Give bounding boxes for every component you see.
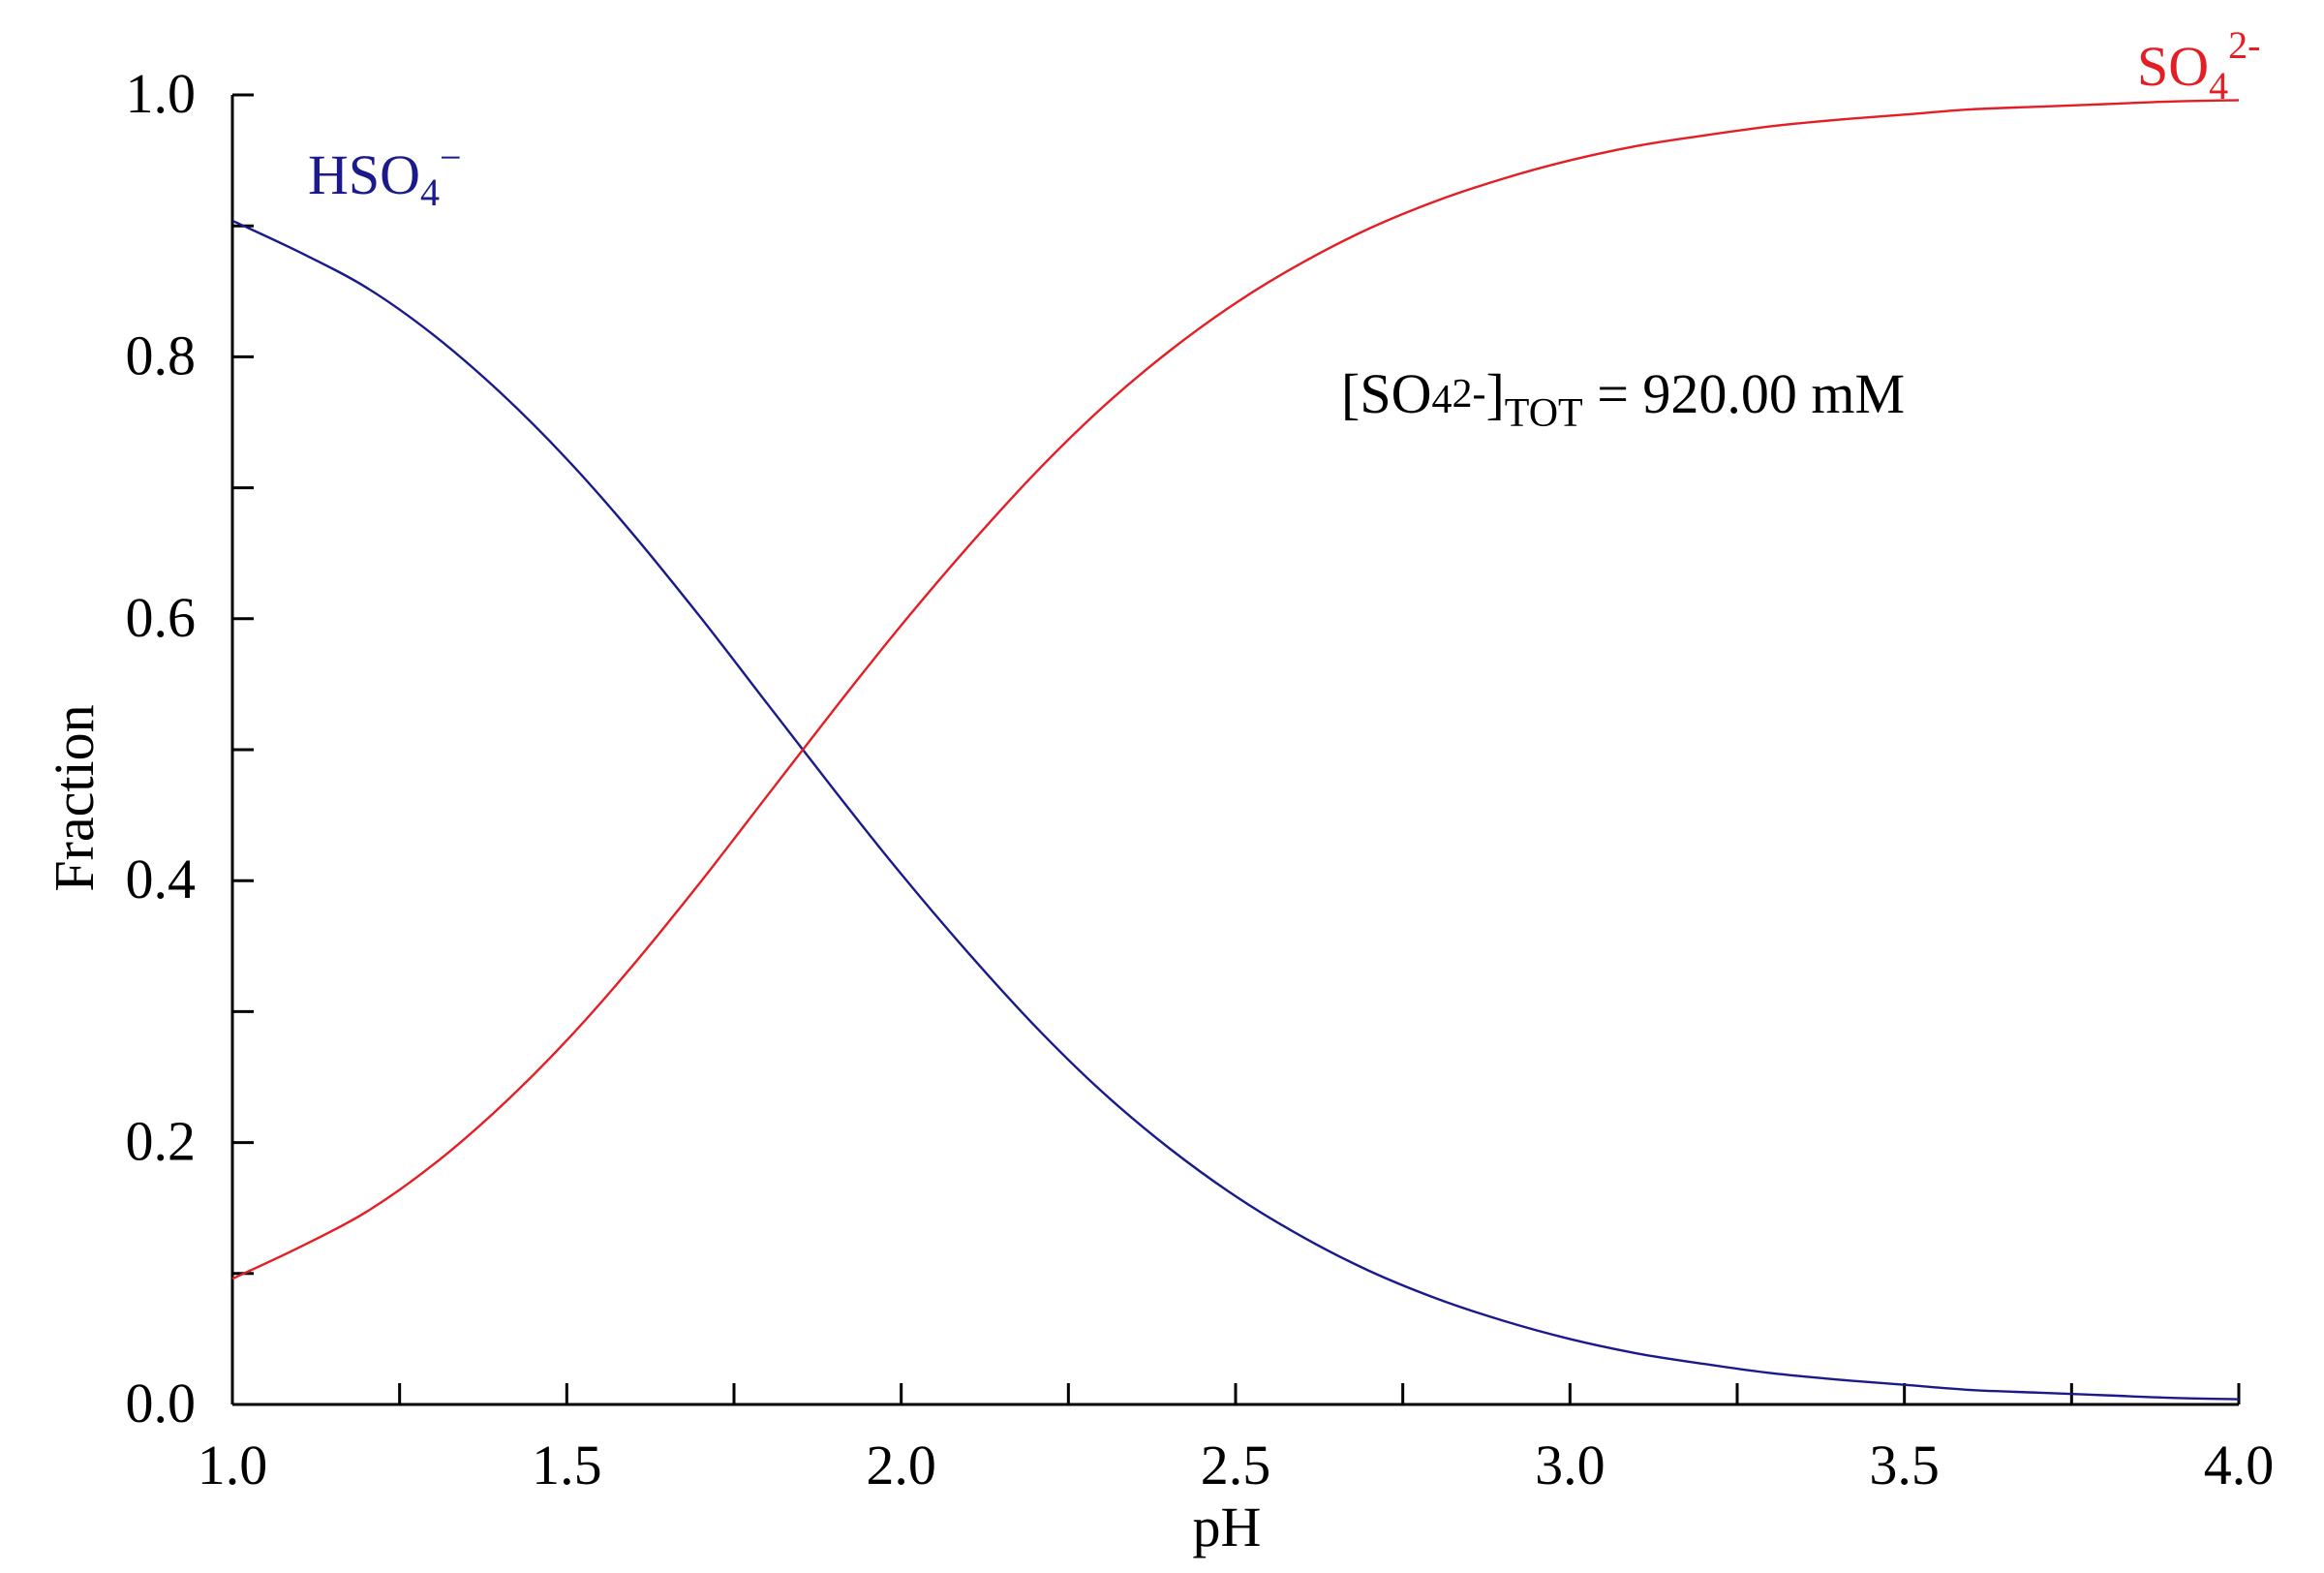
y-tick-label: 0.4 <box>126 848 197 910</box>
series-line-hso4 <box>231 219 2240 1401</box>
annotation-open: [SO <box>1341 362 1431 425</box>
series-label-so4-main: SO <box>2137 35 2209 98</box>
y-axis-title: Fraction <box>43 704 106 891</box>
y-tick-label: 0.8 <box>126 324 197 386</box>
axes-layer <box>230 95 2239 1406</box>
annotation-close: ] <box>1485 362 1504 425</box>
y-tick-label: 0.6 <box>126 586 197 649</box>
annotation-sub: 4 <box>1431 378 1452 422</box>
x-tick-label: 2.5 <box>1201 1434 1271 1496</box>
x-tick-label: 3.0 <box>1535 1434 1605 1496</box>
y-tick-label: 0.0 <box>126 1372 197 1434</box>
x-tick-label: 1.0 <box>198 1434 268 1496</box>
ticks-layer: 1.0 1.5 2.0 2.5 3.0 3.5 4.0 0.0 0.2 0.4 0.6 0.8 1.0 <box>126 62 2275 1496</box>
y-tick-label: 1.0 <box>126 62 197 125</box>
series-label-so4-sub: 4 <box>2209 64 2228 108</box>
annotation-rest: = 920.00 mM <box>1583 362 1905 425</box>
series-label-so4: SO42- <box>2137 23 2260 108</box>
y-tick-label: 0.2 <box>126 1110 197 1173</box>
x-axis-title: pH <box>1193 1496 1262 1558</box>
annotation-sub2: TOT <box>1505 391 1583 436</box>
series-label-hso4: HSO4− <box>308 136 462 214</box>
series-label-hso4-sup: − <box>440 136 462 179</box>
x-tick-label: 3.5 <box>1869 1434 1940 1496</box>
annotation-sup: 2- <box>1452 372 1485 416</box>
series-label-so4-sup: 2- <box>2228 23 2260 67</box>
series-line-so4 <box>231 99 2240 1280</box>
series-layer <box>231 99 2240 1401</box>
series-label-hso4-sub: 4 <box>420 170 440 214</box>
x-tick-label: 2.0 <box>866 1434 936 1496</box>
x-tick-label: 1.5 <box>532 1434 602 1496</box>
x-tick-label: 4.0 <box>2204 1434 2275 1496</box>
series-label-hso4-main: HSO <box>308 143 420 206</box>
total-concentration-annotation: [SO42-]TOT = 920.00 mM <box>1341 362 1905 436</box>
